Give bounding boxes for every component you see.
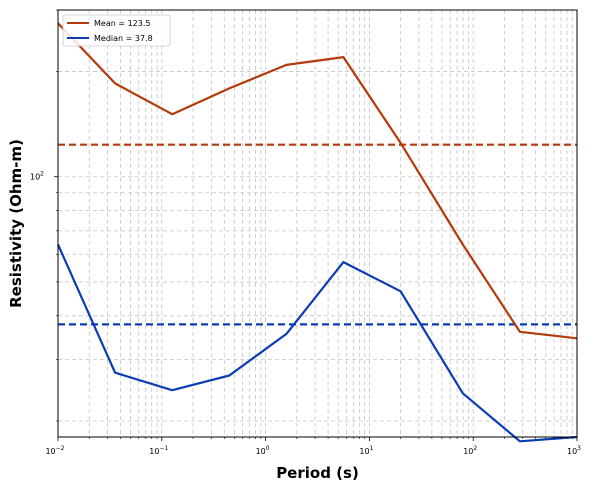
- series-line-mean: [57, 22, 578, 340]
- legend-box: [62, 14, 171, 47]
- y-tick-label: 102: [30, 171, 44, 182]
- x-axis-label: Period (s): [276, 464, 359, 482]
- legend-label-median: Median = 37.8: [94, 34, 153, 43]
- axis-ticks: 10−2 10−1 100 101 102 103 102: [30, 9, 581, 456]
- legend: Mean = 123.5 Median = 37.8: [62, 14, 171, 47]
- series-lines: [56, 22, 578, 443]
- mean-reference-lines: [58, 143, 577, 326]
- x-tick-label: 103: [567, 445, 581, 456]
- series-line-median: [56, 244, 578, 443]
- plot-frame: [57, 9, 578, 438]
- legend-label-mean: Mean = 123.5: [94, 19, 151, 28]
- x-tick-label: 101: [359, 445, 373, 456]
- grid: [57, 9, 577, 437]
- x-tick-label: 10−2: [45, 445, 64, 456]
- x-tick-label: 100: [256, 445, 270, 456]
- x-tick-label: 102: [463, 445, 477, 456]
- x-tick-label: 10−1: [149, 445, 168, 456]
- y-axis-label: Resistivity (Ohm-m): [7, 139, 25, 308]
